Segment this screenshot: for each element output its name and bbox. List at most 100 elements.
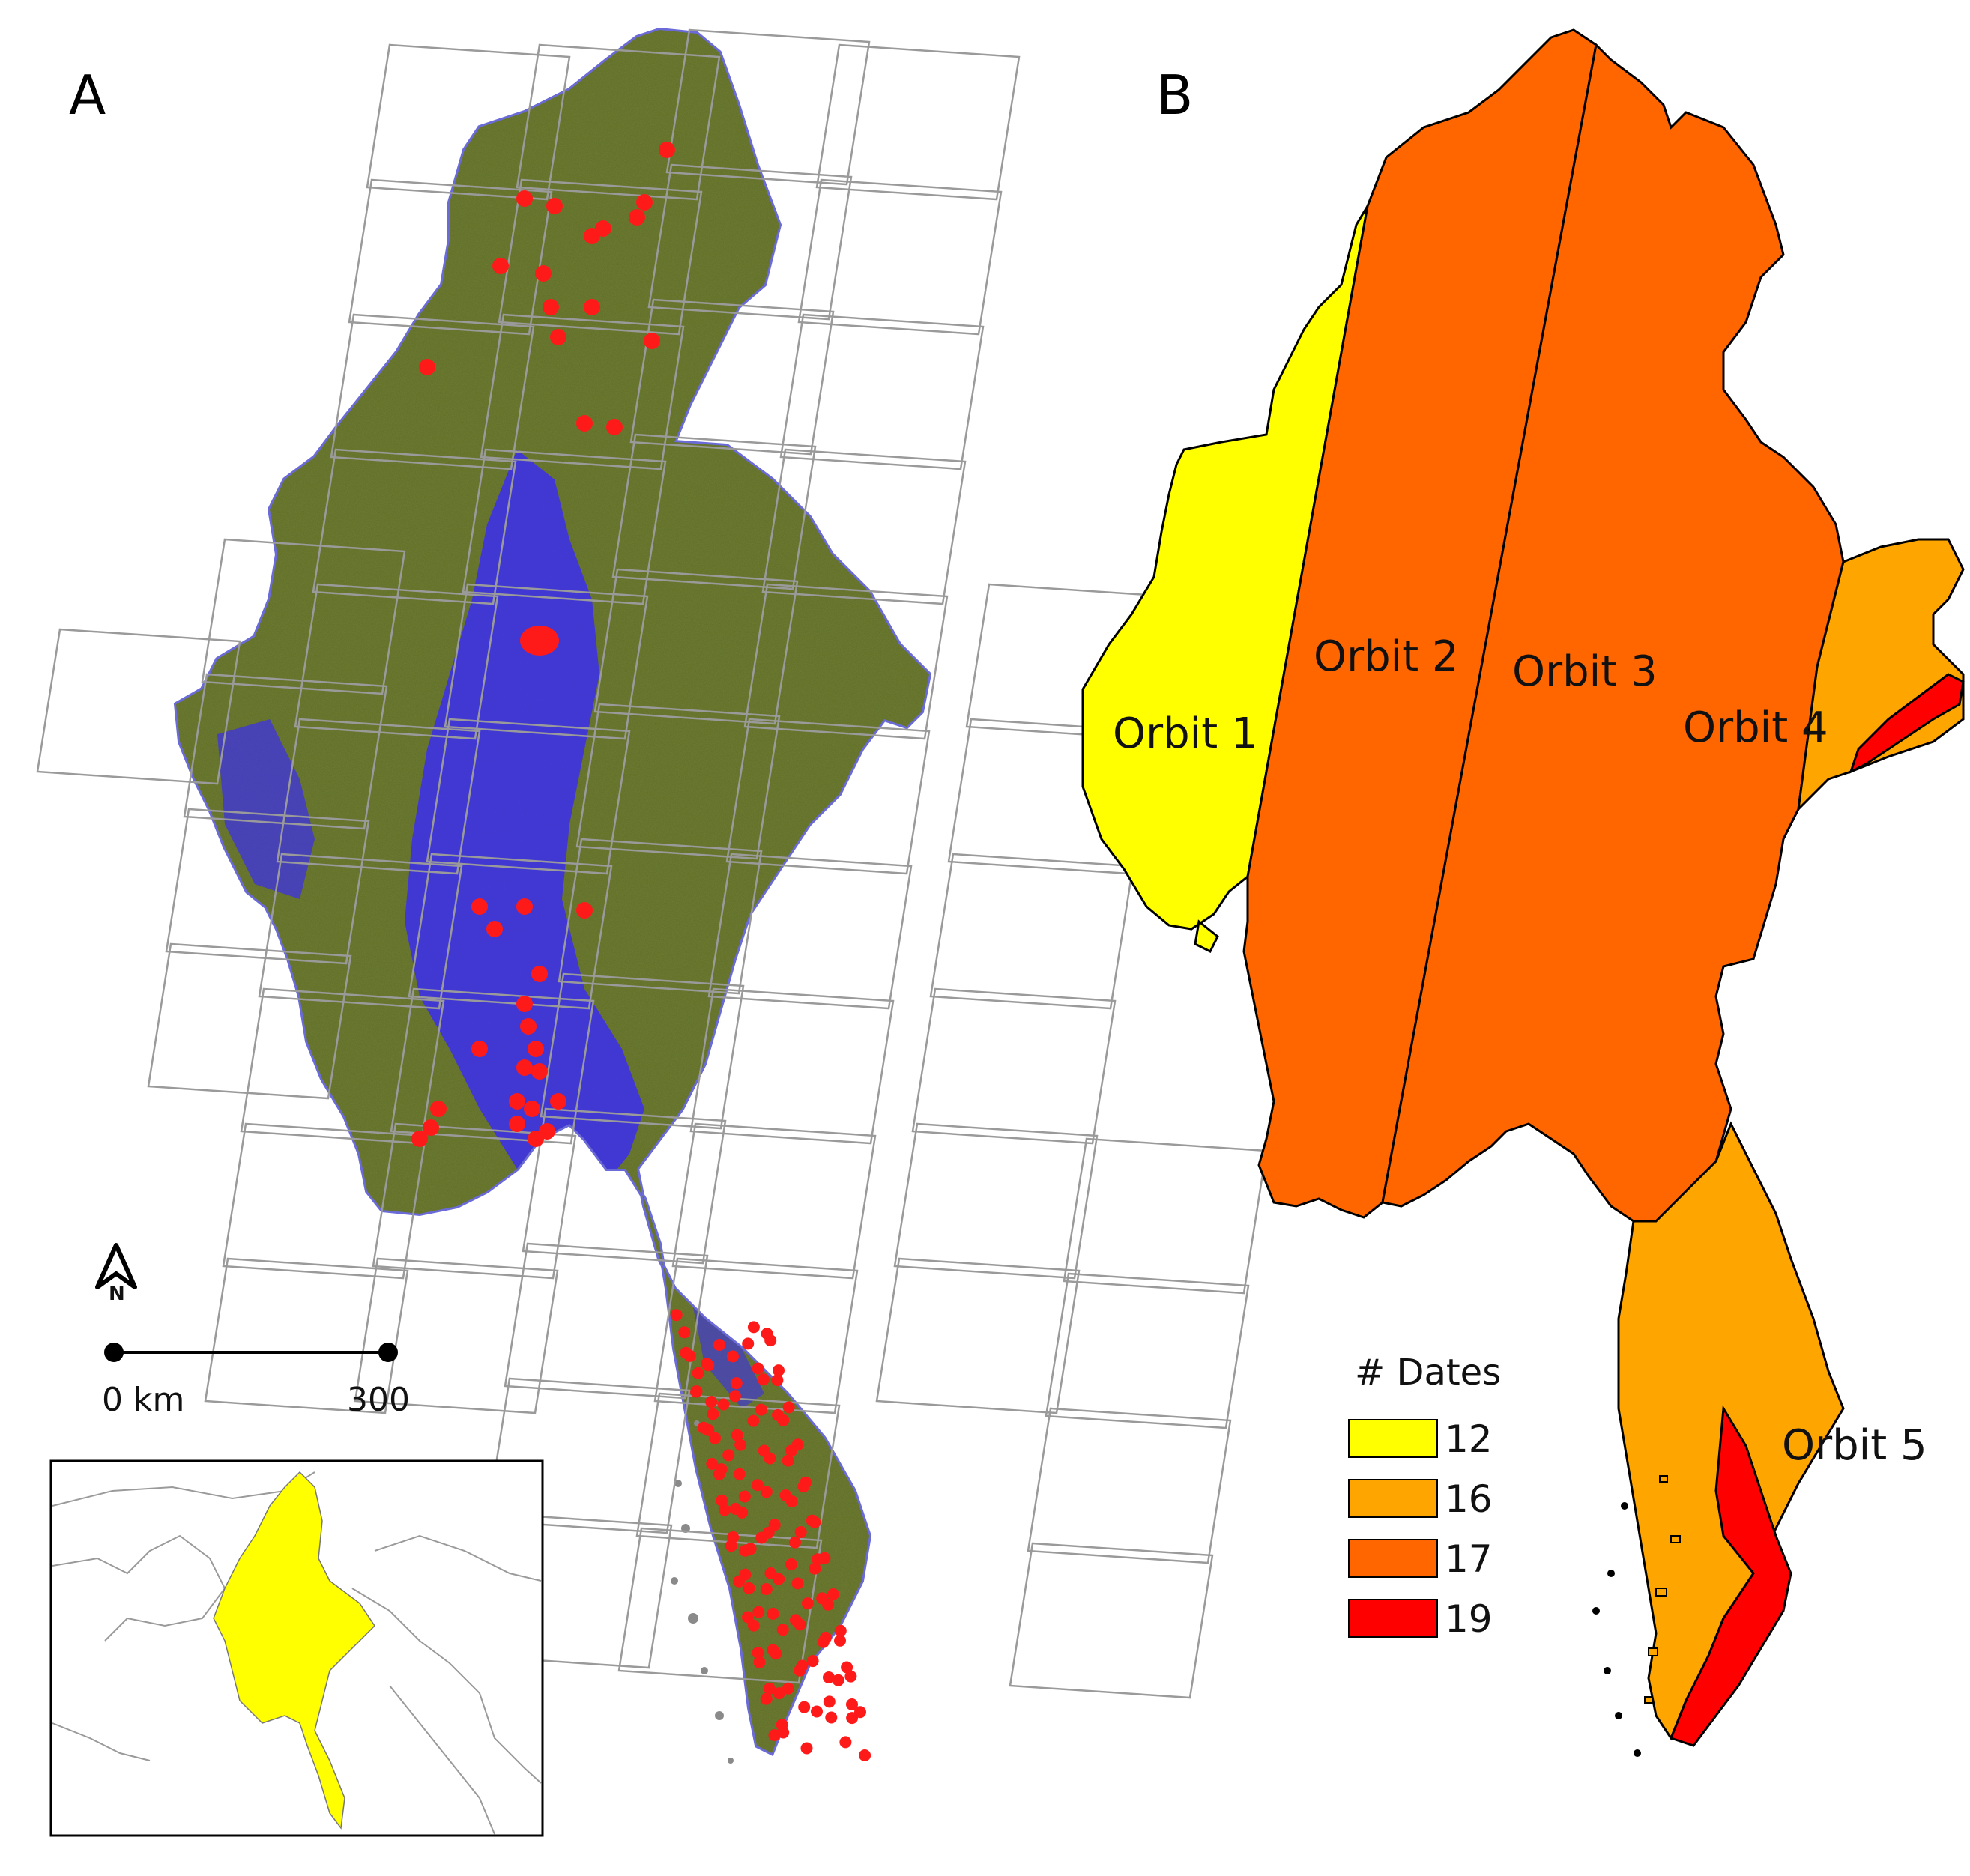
footprint-tile [635,1392,841,1549]
orbit-1-region [1081,205,1369,931]
orbit-2-region [1242,28,1598,1219]
detection-point [755,1403,767,1416]
detection-point [800,1476,812,1489]
detection-point [794,1618,806,1631]
detection-point [606,419,623,435]
locator-inset [49,1459,544,1837]
detection-point [636,194,653,211]
footprint-tile [201,538,406,695]
detection-point [524,1101,540,1117]
detection-point [701,1358,713,1370]
footprint-tile [408,853,613,1010]
detection-point [546,198,563,214]
detection-point [516,1059,533,1076]
detection-point [550,1093,566,1110]
detection-point [785,1558,798,1570]
footprint-tile [665,28,871,186]
detection-point [659,142,675,158]
detection-point [794,1664,806,1677]
footprint-tile [504,1242,709,1400]
detection-point [760,1583,773,1595]
detection-point [823,1695,836,1708]
footprint-tile [258,853,463,1010]
detection-point [644,333,660,349]
detection-point [747,1619,760,1632]
detection-point [771,1374,784,1387]
footprint-tile [893,1122,1099,1280]
detection-point [753,1656,766,1668]
footprint-tile [1063,1137,1268,1295]
detection-point [773,1364,785,1377]
detection-point [742,1611,754,1624]
footprint-tile [444,583,649,740]
detection-point [520,1018,537,1035]
detection-point [767,1644,779,1656]
footprint-tile [575,703,781,860]
detection-point [812,1553,824,1566]
legend-item: 17 [1348,1537,1493,1581]
panel-b-orbit-coverage: B Orbit 1 Orb [1081,28,1965,1757]
detection-point [854,1706,866,1719]
orbit-4-region [1796,538,1965,813]
detection-point [528,1041,544,1057]
detection-point [535,265,552,282]
detection-point [411,1131,428,1147]
detection-point [846,1698,858,1710]
detection-point [509,1093,525,1110]
detection-point [825,1711,838,1724]
legend: # Dates 12 16 17 19 [1348,1352,1501,1641]
detection-point [806,1655,819,1668]
footprint-tile [147,942,352,1100]
detection-point [752,1606,765,1618]
footprint-tile [480,313,685,470]
detection-point [767,1607,779,1620]
detection-point [816,1592,829,1605]
footprint-tile [522,1107,727,1265]
footprint-tile [222,1122,427,1280]
detection-point [733,1468,746,1480]
footprint-tile [761,448,967,605]
detection-point [789,1536,801,1549]
detection-point [752,1479,764,1492]
detection-point [841,1661,853,1674]
detection-point [743,1582,755,1594]
detection-point [719,1504,731,1516]
footprint-tile [540,972,745,1130]
panel-a-sar-mosaic: A N [36,0,1268,1837]
detection-point [486,921,503,937]
detection-point [773,1687,785,1700]
legend-title: # Dates [1355,1352,1501,1394]
detection-point [690,1385,703,1397]
detection-point [782,1454,794,1467]
footprint-tile [797,178,1003,336]
detection-point [747,1414,760,1427]
detection-point [809,1562,821,1575]
panel-a-letter: A [69,64,106,127]
legend-item: 12 [1348,1417,1493,1461]
footprint-tile [1027,1407,1232,1564]
footprint-tile [36,628,241,785]
footprint-tile [183,673,388,830]
detection-point [516,996,533,1012]
detection-point [839,1736,852,1749]
detection-point [785,1495,798,1507]
legend-item: 19 [1348,1597,1493,1641]
footprint-tile [593,568,799,725]
detection-point [806,1514,818,1527]
orbit-4-label: Orbit 4 [1683,704,1828,752]
detection-point [758,1444,770,1457]
footprint-tile [1045,1272,1250,1429]
detection-point [777,1414,790,1426]
scale-start-label: 0 km [102,1381,184,1419]
legend-item-label: 16 [1445,1477,1493,1521]
detection-point [760,1486,773,1498]
detection-point [722,1449,735,1462]
footprint-tile [1009,1542,1214,1699]
footprint-tile [165,808,370,965]
detection-point [764,1334,777,1347]
orbit-5-region [1670,1405,1792,1747]
detection-point [800,1742,813,1755]
footprint-tile [707,853,913,1010]
detection-point [798,1701,811,1713]
